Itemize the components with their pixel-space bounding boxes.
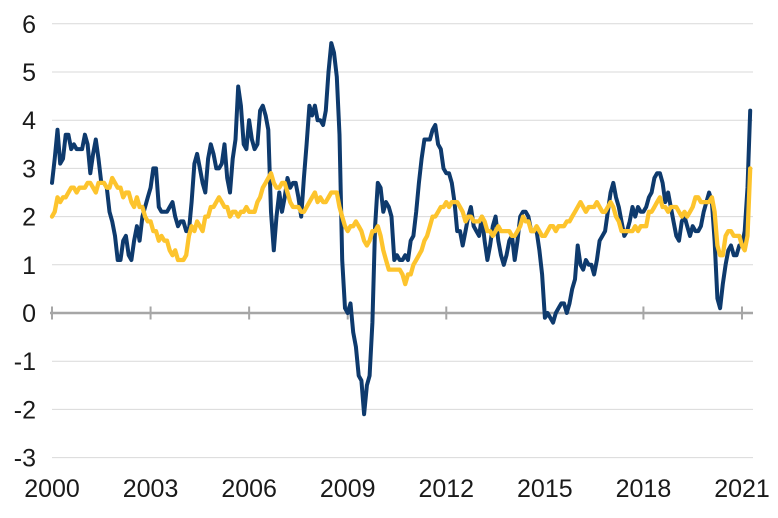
y-axis-tick-label: 5 xyxy=(22,59,36,87)
x-axis-tick-label: 2006 xyxy=(221,475,277,503)
x-axis-tick-label: 2021 xyxy=(714,475,770,503)
x-axis-tick-label: 2018 xyxy=(616,475,672,503)
y-axis-tick-label: -3 xyxy=(14,445,36,473)
x-axis-tick-label: 2015 xyxy=(517,475,573,503)
y-axis-tick-label: 3 xyxy=(22,155,36,183)
y-axis-tick-label: -1 xyxy=(14,348,36,376)
x-axis-tick-label: 2003 xyxy=(123,475,179,503)
x-axis-tick-label: 2012 xyxy=(418,475,474,503)
x-axis-tick-label: 2009 xyxy=(320,475,376,503)
x-axis-tick-label: 2000 xyxy=(24,475,80,503)
dark-blue-line xyxy=(50,41,753,417)
y-axis-tick-label: 1 xyxy=(22,252,36,280)
y-axis-tick-label: -2 xyxy=(14,396,36,424)
y-axis-tick-label: 2 xyxy=(22,204,36,232)
y-axis-tick-label: 0 xyxy=(22,300,36,328)
yellow-line xyxy=(49,166,753,287)
y-axis-tick-label: 4 xyxy=(22,107,36,135)
y-axis-tick-label: 6 xyxy=(22,11,36,39)
